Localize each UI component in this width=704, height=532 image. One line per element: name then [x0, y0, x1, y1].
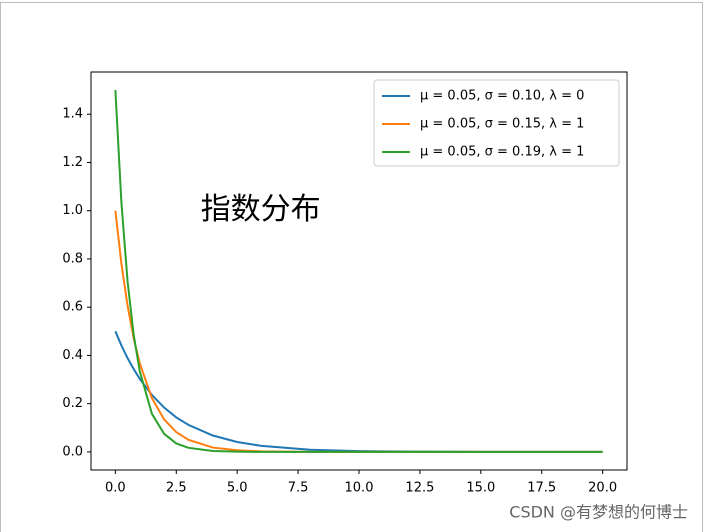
y-tick-label: 0.8 [62, 251, 83, 266]
y-tick-label: 0.6 [62, 300, 83, 315]
watermark: CSDN @有梦想的何博士 [509, 503, 688, 522]
x-tick-label: 20.0 [588, 481, 617, 496]
y-tick-label: 1.2 [62, 155, 83, 170]
y-tick-label: 0.0 [62, 444, 83, 459]
y-tick-label: 1.4 [62, 107, 83, 122]
x-tick-label: 12.5 [405, 481, 434, 496]
x-tick-label: 10.0 [345, 481, 374, 496]
x-tick-label: 17.5 [527, 481, 556, 496]
legend-label: μ = 0.05, σ = 0.15, λ = 1 [420, 117, 584, 132]
legend-label: μ = 0.05, σ = 0.19, λ = 1 [420, 145, 584, 160]
y-tick-label: 1.0 [62, 203, 83, 218]
annotation: 指数分布 [201, 192, 321, 227]
series-line [114, 90, 603, 453]
y-tick-label: 0.2 [62, 396, 83, 411]
x-tick-label: 2.5 [166, 481, 187, 496]
x-tick-label: 15.0 [466, 481, 495, 496]
x-tick-label: 5.0 [227, 481, 248, 496]
x-tick-label: 7.5 [288, 481, 309, 496]
legend-label: μ = 0.05, σ = 0.10, λ = 0 [420, 89, 584, 104]
legend-box [373, 79, 620, 167]
y-tick-label: 0.4 [62, 348, 83, 363]
x-tick-label: 0.0 [105, 481, 126, 496]
